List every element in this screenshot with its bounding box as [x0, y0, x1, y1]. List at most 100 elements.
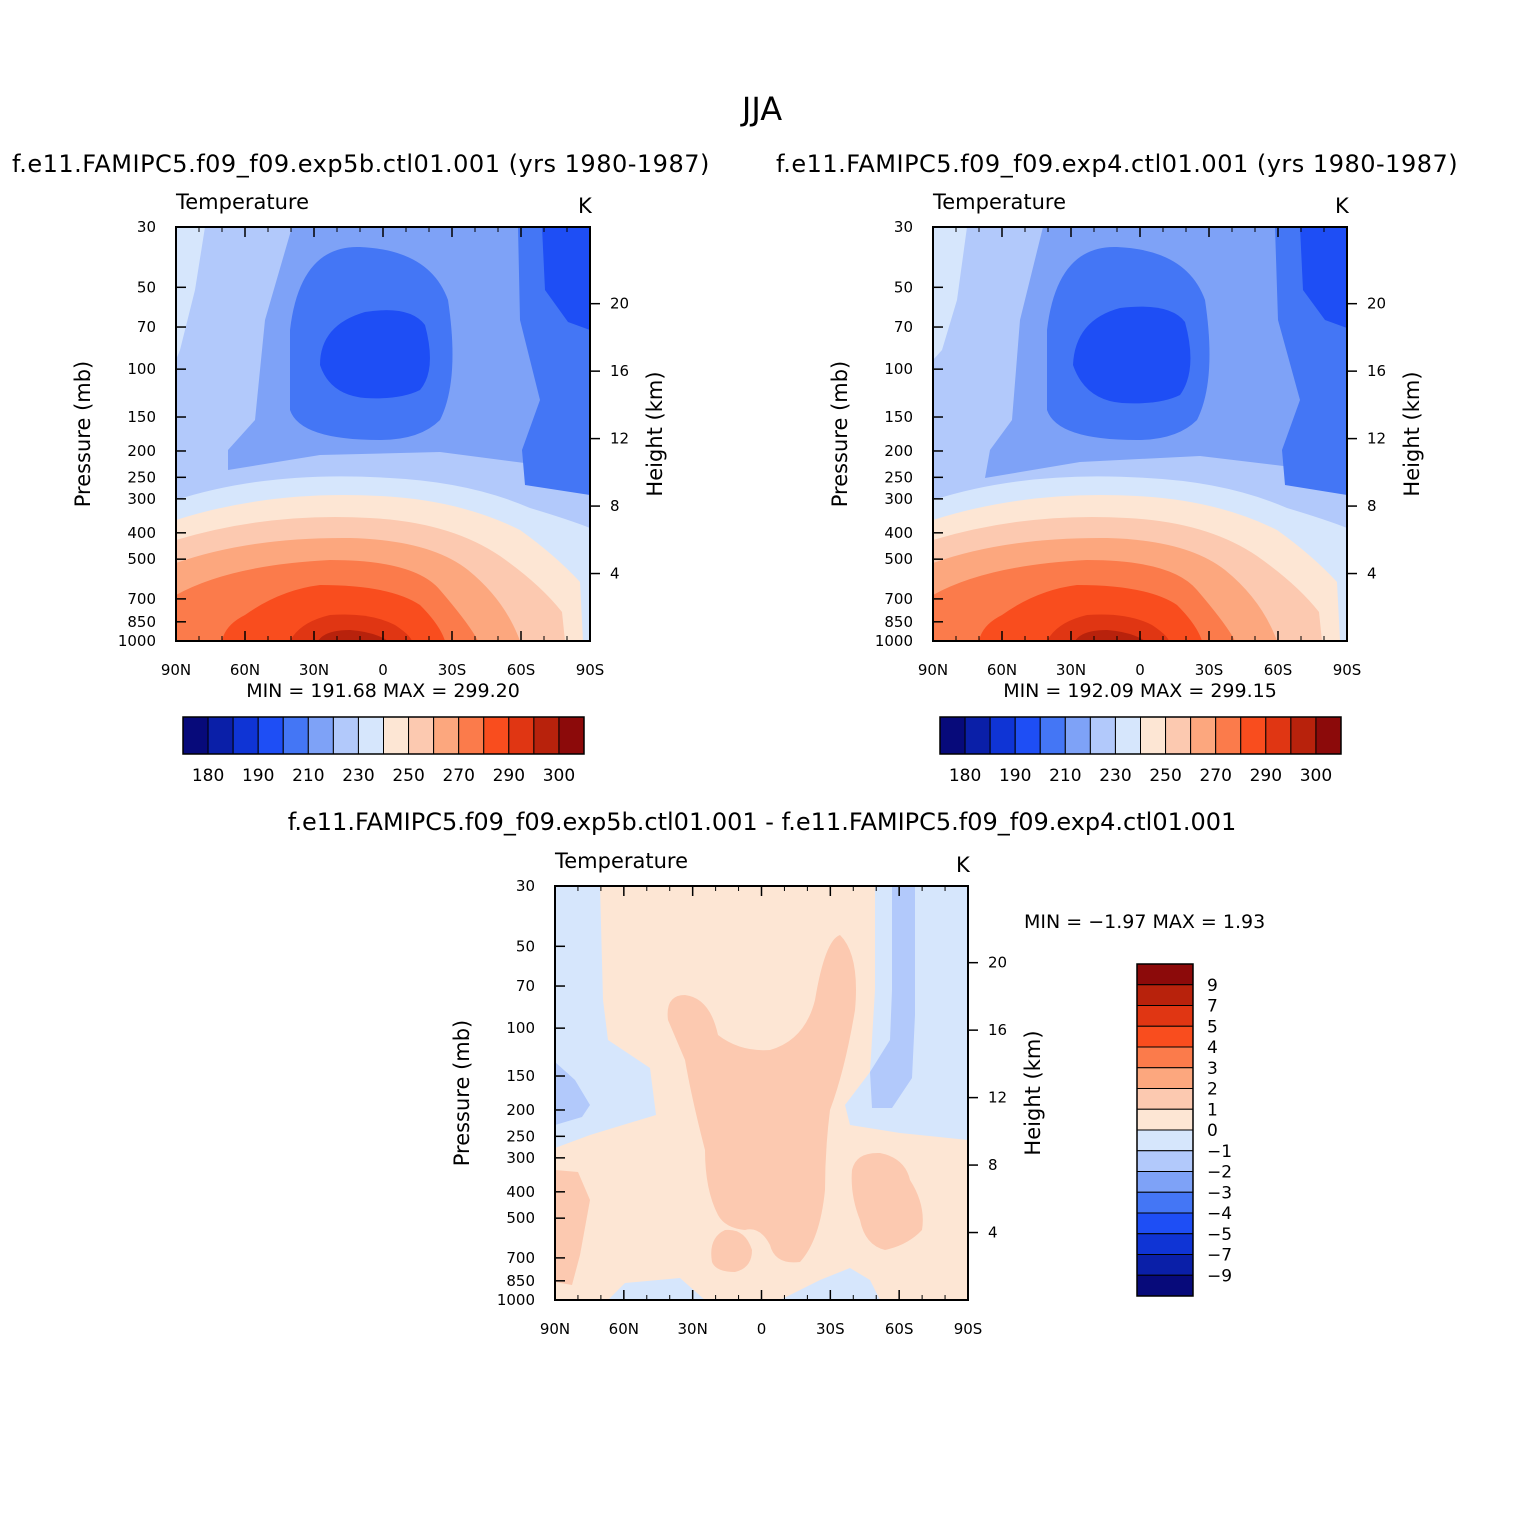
pressure-tick-label: 200 — [884, 442, 913, 460]
pressure-tick-label: 70 — [516, 977, 535, 995]
variable-label: Temperature — [175, 190, 309, 214]
colorbar-label: 250 — [1149, 766, 1181, 786]
height-tick-label: 16 — [1367, 362, 1386, 380]
contour-region — [711, 1229, 752, 1272]
x-tick-label: 0 — [378, 661, 388, 679]
colorbar-label: 9 — [1207, 976, 1218, 996]
x-tick-label: 0 — [757, 1320, 767, 1338]
min-max-readout: MIN = 191.68 MAX = 299.20 — [246, 680, 520, 702]
height-tick-label: 20 — [610, 295, 629, 313]
colorbar-label: 1 — [1207, 1100, 1218, 1120]
pressure-tick-label: 250 — [127, 468, 156, 486]
colorbar-swatch — [383, 716, 410, 755]
colorbar-label: −4 — [1207, 1204, 1232, 1224]
panel1-colorbar: 180 190 210 230 250 270 290 300 — [182, 716, 585, 786]
contour-region — [542, 227, 590, 330]
x-tick-label: 0 — [1135, 661, 1145, 679]
colorbar-label: 210 — [1049, 766, 1081, 786]
colorbar-swatch — [1136, 1025, 1194, 1048]
colorbar-swatch — [433, 716, 460, 755]
contour-region — [1073, 306, 1191, 404]
contour-region — [608, 1278, 705, 1300]
panel1-axes: 90N 60N 30N 0 30S 60S 90S 30 50 70 100 150 200 250 300… — [71, 190, 667, 702]
x-tick-label: 30N — [1056, 661, 1086, 679]
height-tick-label: 16 — [610, 362, 629, 380]
x-tick-label: 60S — [885, 1320, 914, 1338]
y-right-axis-label: Height (km) — [643, 371, 667, 496]
colorbar-swatch — [1136, 1046, 1194, 1069]
pressure-tick-label: 300 — [506, 1149, 535, 1167]
pressure-tick-label: 50 — [137, 278, 156, 296]
colorbar-label: 0 — [1207, 1121, 1218, 1141]
colorbar-swatch — [1089, 716, 1116, 755]
height-tick-label: 12 — [1367, 430, 1386, 448]
x-tick-label: 90N — [918, 661, 948, 679]
height-tick-label: 4 — [988, 1224, 998, 1242]
colorbar-swatch — [1290, 716, 1317, 755]
colorbar-swatch — [1136, 1233, 1194, 1255]
colorbar-swatch — [1136, 963, 1194, 986]
colorbar-label: 270 — [442, 766, 474, 786]
y-right-axis-label: Height (km) — [1400, 371, 1424, 496]
pressure-tick-label: 1000 — [875, 632, 913, 650]
pressure-tick-label: 150 — [884, 408, 913, 426]
units-label: K — [1335, 194, 1350, 218]
colorbar-swatch — [1136, 1067, 1194, 1089]
colorbar-swatch — [1014, 716, 1041, 755]
difference-title: f.e11.FAMIPC5.f09_f09.exp5b.ctl01.001 - … — [287, 808, 1237, 836]
pressure-tick-label: 100 — [127, 360, 156, 378]
pressure-tick-label: 200 — [506, 1101, 535, 1119]
colorbar-label: −5 — [1207, 1225, 1232, 1245]
colorbar-swatch — [1215, 716, 1242, 755]
colorbar-swatch — [1064, 716, 1091, 755]
height-tick-label: 4 — [610, 565, 620, 583]
y-axis-label: Pressure (mb) — [71, 361, 95, 508]
colorbar-label: 250 — [392, 766, 424, 786]
x-tick-label: 90S — [576, 661, 605, 679]
colorbar-label: 3 — [1207, 1059, 1218, 1079]
panel1-contour-field — [176, 227, 590, 641]
colorbar-swatch — [939, 716, 966, 755]
units-label: K — [956, 853, 971, 877]
main-title: JJA — [741, 90, 783, 128]
x-tick-label: 60N — [230, 661, 260, 679]
colorbar-swatch — [508, 716, 535, 755]
colorbar-swatch — [1136, 984, 1194, 1006]
panel2-case-title: f.e11.FAMIPC5.f09_f09.exp4.ctl01.001 (yr… — [776, 150, 1459, 178]
contour-region — [667, 935, 856, 1263]
panel2-colorbar: 180 190 210 230 250 270 290 300 — [939, 716, 1342, 786]
panel2-axes: 90N 60N 30N 0 30S 60S 90S 30 50 70 100 150 200 250 300… — [828, 190, 1424, 702]
colorbar-swatch — [1114, 716, 1141, 755]
pressure-tick-label: 70 — [137, 318, 156, 336]
x-tick-label: 90N — [161, 661, 191, 679]
colorbar-label: 190 — [999, 766, 1031, 786]
pressure-tick-label: 100 — [884, 360, 913, 378]
pressure-tick-label: 30 — [137, 218, 156, 236]
pressure-tick-label: 400 — [506, 1183, 535, 1201]
variable-label: Temperature — [554, 849, 688, 873]
pressure-tick-label: 300 — [884, 490, 913, 508]
pressure-tick-label: 1000 — [497, 1291, 535, 1309]
height-tick-label: 8 — [1367, 497, 1377, 515]
colorbar-swatch — [1136, 1254, 1194, 1276]
colorbar-swatch — [1265, 716, 1292, 755]
contour-region — [555, 1170, 590, 1285]
colorbar-swatch — [1140, 716, 1167, 755]
colorbar-label: 210 — [292, 766, 324, 786]
pressure-tick-label: 500 — [127, 550, 156, 568]
pressure-tick-label: 30 — [516, 877, 535, 895]
colorbar-label: 5 — [1207, 1017, 1218, 1037]
colorbar-swatch — [257, 716, 284, 755]
pressure-tick-label: 400 — [884, 524, 913, 542]
colorbar-swatch — [1136, 1274, 1194, 1297]
pressure-tick-label: 700 — [884, 590, 913, 608]
contour-region — [780, 1268, 880, 1300]
contour-region — [870, 886, 915, 1108]
pressure-tick-label: 150 — [127, 408, 156, 426]
colorbar-label: 190 — [242, 766, 274, 786]
x-tick-label: 90S — [1333, 661, 1362, 679]
pressure-tick-label: 850 — [506, 1272, 535, 1290]
x-tick-label: 30N — [678, 1320, 708, 1338]
colorbar-label: 4 — [1207, 1038, 1218, 1058]
